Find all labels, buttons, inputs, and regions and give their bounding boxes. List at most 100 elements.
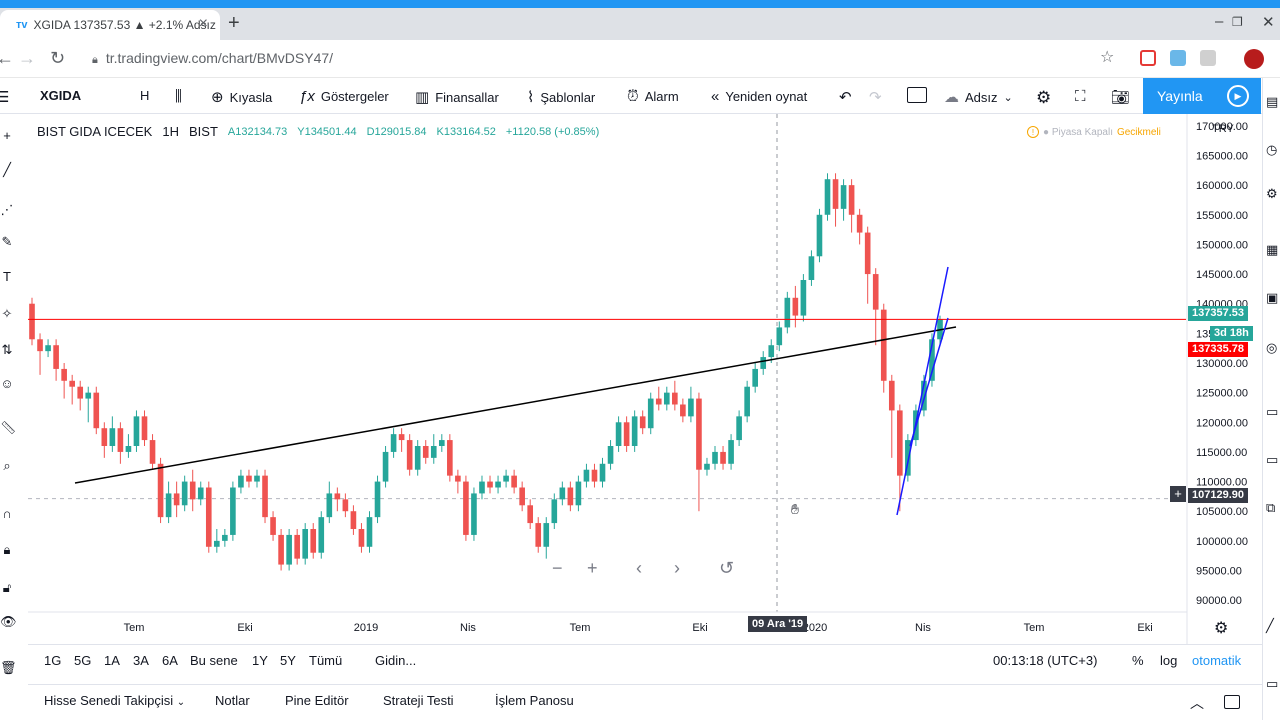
timezone-clock[interactable]: 00:13:18 (UTC+3): [993, 653, 1098, 668]
price-axis[interactable]: 90000.00 95000.00 100000.00 105000.00 110000…: [1186, 114, 1248, 644]
legend-symbol-name[interactable]: BIST GIDA ICECEK: [37, 124, 153, 139]
lock-drawings-icon[interactable]: 🔒︎: [3, 542, 11, 557]
profile-avatar[interactable]: [1244, 49, 1264, 69]
restore-window-icon[interactable]: ❐: [1232, 15, 1243, 29]
back-icon[interactable]: ←: [0, 48, 14, 68]
zoom-tool-icon[interactable]: ⌕: [3, 458, 11, 473]
magnet-tool-icon[interactable]: ∩: [2, 506, 12, 521]
candle-body: [792, 297, 799, 316]
range-1d[interactable]: 1G: [44, 653, 62, 668]
ruler-tool-icon[interactable]: 📏︎: [0, 420, 17, 435]
range-all[interactable]: Tümü: [309, 653, 343, 668]
log-scale-toggle[interactable]: log: [1160, 653, 1178, 668]
reset-chart-icon[interactable]: ↺: [719, 558, 735, 578]
calendar-icon[interactable]: ▣: [1266, 290, 1279, 305]
ideas-icon[interactable]: ◎: [1266, 340, 1278, 355]
pitchfork-tool-icon[interactable]: ⋰: [0, 202, 14, 217]
market-status[interactable]: ! ● Piyasa Kapalı Gecikmeli: [1027, 126, 1161, 138]
tab-stock-screener[interactable]: Hisse Senedi Takipçisi ⌄: [44, 693, 185, 708]
url-field[interactable]: 🔒︎ tr.tradingview.com/chart/BMvDSY47/: [92, 50, 333, 67]
redo-icon[interactable]: ↷: [869, 89, 882, 106]
camera-icon[interactable]: 📷︎: [1111, 89, 1131, 106]
auto-scale-toggle[interactable]: otomatik: [1192, 653, 1242, 668]
time-axis[interactable]: Tem Eki 2019 Nis Tem Eki 2020 Nis Tem Eki: [28, 611, 1187, 634]
visibility-icon[interactable]: 👁︎: [0, 614, 17, 629]
pattern-tool-icon[interactable]: ✧: [1, 306, 13, 321]
goto-date-button[interactable]: Gidin...: [375, 653, 417, 668]
candle-body: [897, 410, 903, 476]
cursor-icon[interactable]: +: [3, 128, 11, 143]
notifications-icon[interactable]: ⧉: [1266, 500, 1276, 515]
data-window-icon[interactable]: ⚙︎: [1266, 186, 1278, 201]
range-1m[interactable]: 1A: [104, 653, 120, 668]
price-chart[interactable]: 90000.00 95000.00 100000.00 105000.00 110000…: [0, 0, 1262, 644]
icons-tool-icon[interactable]: ☺: [0, 376, 14, 391]
menu-icon[interactable]: ☰: [0, 89, 10, 106]
scroll-right-icon[interactable]: ›: [674, 558, 680, 578]
percent-scale-toggle[interactable]: %: [1132, 653, 1144, 668]
help-icon[interactable]: ╱: [1266, 618, 1274, 633]
candle-body: [559, 487, 566, 500]
tab-pine-editor[interactable]: Pine Editör: [285, 693, 349, 708]
range-3m[interactable]: 3A: [133, 653, 149, 668]
watchlist-icon[interactable]: ▤: [1266, 94, 1279, 109]
new-tab-icon[interactable]: +: [228, 12, 240, 34]
fullscreen-icon[interactable]: ⛶: [1075, 88, 1086, 105]
chat-icon[interactable]: ▭: [1266, 404, 1279, 419]
extension-pdf-icon[interactable]: [1200, 50, 1216, 66]
candle-body: [840, 185, 847, 209]
hotlists-icon[interactable]: ▦: [1266, 242, 1279, 257]
prediction-tool-icon[interactable]: ⇅: [1, 342, 13, 357]
brush-tool-icon[interactable]: ✎: [1, 234, 13, 249]
zoom-out-icon[interactable]: −: [552, 558, 563, 578]
tab-trading-panel[interactable]: İşlem Panosu: [495, 693, 574, 708]
close-window-icon[interactable]: ✕: [1262, 14, 1275, 31]
maximize-panel-icon[interactable]: [1224, 695, 1240, 709]
browser-tab[interactable]: ᴛᴠ XGIDA 137357.53 ▲ +2.1% Adsız ×: [0, 10, 220, 40]
collapse-panel-icon[interactable]: ︿: [1190, 695, 1204, 711]
candle-body: [551, 499, 558, 524]
settings-gear-icon[interactable]: ⚙︎: [1036, 88, 1052, 107]
undo-icon[interactable]: ↶: [839, 89, 852, 106]
more-widgets-icon[interactable]: ▭: [1266, 676, 1279, 691]
publish-button[interactable]: Yayınla ▶: [1143, 78, 1261, 114]
range-5d[interactable]: 5G: [74, 653, 92, 668]
indicators-button[interactable]: ƒx Göstergeler: [299, 88, 389, 105]
bookmark-star-icon[interactable]: ☆: [1100, 49, 1115, 66]
forward-icon[interactable]: →: [18, 48, 36, 68]
reload-icon[interactable]: ↻: [50, 48, 66, 68]
add-alert-plus-icon[interactable]: +: [1170, 486, 1186, 502]
zoom-in-icon[interactable]: +: [587, 558, 598, 578]
extension-plane-icon[interactable]: [1170, 50, 1186, 66]
scale-settings-gear-icon[interactable]: ⚙︎: [1214, 620, 1229, 637]
candle-body: [334, 493, 341, 500]
trash-icon[interactable]: 🗑︎: [0, 660, 17, 675]
range-6m[interactable]: 6A: [162, 653, 178, 668]
scroll-left-icon[interactable]: ‹: [636, 558, 642, 578]
drawing-toolbar: + ╱ ⋰ ✎ T ✧ ⇅ ☺ 📏︎ ⌕ ∩ 🔒︎ 🔓︎ 👁︎ 🗑︎: [0, 114, 17, 694]
layout-name-button[interactable]: ☁︎ Adsız ⌄: [944, 88, 1013, 106]
templates-button[interactable]: ⌇ Şablonlar: [527, 88, 595, 106]
trendline-tool-icon[interactable]: ╱: [3, 162, 11, 177]
close-tab-icon[interactable]: ×: [198, 15, 208, 32]
interval-button[interactable]: H: [140, 88, 150, 103]
layout-icon[interactable]: [907, 87, 927, 103]
symbol-search-button[interactable]: XGIDA: [40, 88, 82, 103]
alert-button[interactable]: ⏰︎ Alarm: [627, 88, 679, 105]
candle-body: [519, 487, 525, 506]
tab-notes[interactable]: Notlar: [215, 693, 250, 708]
financials-button[interactable]: ▥ Finansallar: [415, 88, 499, 106]
extension-pocket-icon[interactable]: [1140, 50, 1156, 66]
range-1y[interactable]: 1Y: [252, 653, 268, 668]
lock-all-icon[interactable]: 🔓︎: [2, 580, 12, 595]
replay-button[interactable]: « Yeniden oynat: [711, 88, 807, 105]
range-5y[interactable]: 5Y: [280, 653, 296, 668]
compare-button[interactable]: ⊕ Kıyasla: [211, 88, 272, 106]
text-tool-icon[interactable]: T: [3, 269, 11, 284]
range-ytd[interactable]: Bu sene: [190, 653, 238, 668]
chart-style-button[interactable]: ⫼: [175, 88, 182, 105]
streams-icon[interactable]: ▭: [1266, 452, 1279, 467]
alerts-panel-icon[interactable]: ◷: [1266, 142, 1278, 157]
minimize-window-icon[interactable]: –: [1215, 13, 1224, 30]
tab-strategy-tester[interactable]: Strateji Testi: [383, 693, 454, 708]
